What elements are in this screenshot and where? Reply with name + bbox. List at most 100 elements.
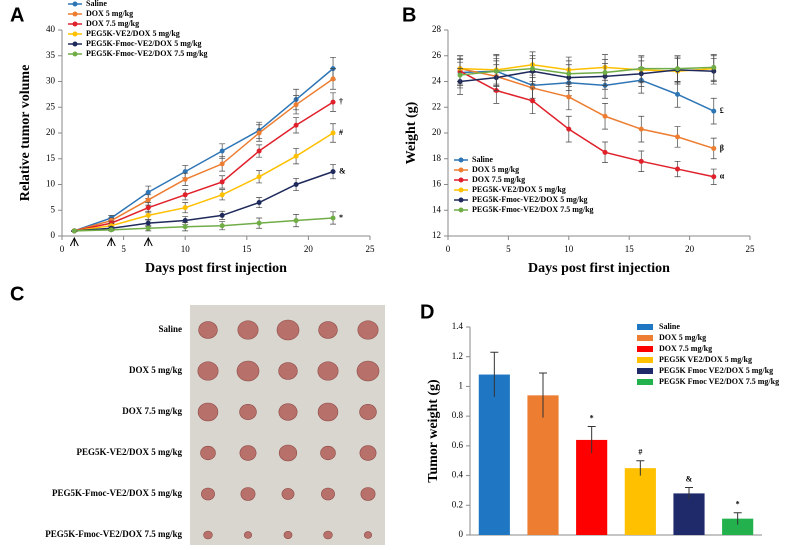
panel-letter: C <box>10 283 24 305</box>
series-line <box>460 66 714 76</box>
point <box>602 149 608 155</box>
point <box>566 71 572 77</box>
y-tick-label: 30 <box>46 76 56 86</box>
bar <box>527 395 559 535</box>
x-tick-label: 25 <box>366 244 376 254</box>
legend-marker <box>458 187 464 193</box>
y-tick-label: 12 <box>432 230 441 240</box>
legend-swatch <box>637 357 653 363</box>
legend-marker <box>72 1 78 7</box>
panel-letter: D <box>420 301 434 323</box>
x-tick-label: 20 <box>685 244 695 254</box>
legend-label: Saline <box>472 155 493 164</box>
y-tick-label: 20 <box>46 127 56 137</box>
legend-marker <box>458 197 464 203</box>
panel-letter: B <box>402 4 416 26</box>
tumor <box>357 320 379 340</box>
injection-arrow <box>69 236 79 247</box>
legend-label: PEG5K-Fmoc-VE2/DOX 5 mg/kg <box>86 39 202 48</box>
point <box>330 76 336 82</box>
series-line <box>74 132 334 232</box>
series-line <box>74 101 334 232</box>
x-axis-title: Days post first injection <box>145 261 287 276</box>
tumor <box>203 530 213 540</box>
error-bar <box>490 351 499 397</box>
series-line <box>460 70 715 112</box>
injection-arrow <box>106 236 116 247</box>
point <box>638 126 644 132</box>
row-label: DOX 7.5 mg/kg <box>122 406 182 416</box>
error-bar <box>587 426 596 454</box>
y-tick-label: 18 <box>432 153 442 163</box>
legend-swatch <box>637 346 653 352</box>
error-bar <box>636 460 645 476</box>
bar <box>673 493 705 535</box>
point <box>293 218 299 224</box>
point <box>293 102 299 108</box>
point <box>145 205 151 211</box>
y-tick-label: 40 <box>46 24 56 34</box>
tumor <box>239 445 257 461</box>
y-tick-label: 5 <box>51 204 56 214</box>
error-bar <box>539 372 547 418</box>
point <box>675 66 681 72</box>
series-line <box>459 67 714 150</box>
y-tick-label: 35 <box>46 50 56 60</box>
point <box>145 197 151 203</box>
photo <box>190 305 385 545</box>
annotation: † <box>339 97 343 106</box>
y-tick-label: 1.2 <box>452 351 463 361</box>
tumor <box>320 445 336 461</box>
point <box>145 189 151 195</box>
point <box>638 66 644 72</box>
row-label: DOX 5 mg/kg <box>129 365 183 375</box>
point <box>145 225 151 231</box>
point <box>182 205 188 211</box>
point <box>566 94 572 100</box>
y-tick-label: 28 <box>432 24 442 34</box>
x-tick-label: 25 <box>746 244 756 254</box>
point <box>711 108 717 114</box>
tumor <box>197 402 219 422</box>
point <box>711 145 717 151</box>
x-axis-title: Days post first injection <box>528 261 670 276</box>
tumor <box>197 361 219 381</box>
y-tick-label: 10 <box>46 179 56 189</box>
y-tick-label: 26 <box>432 50 442 60</box>
point <box>219 179 225 185</box>
annotation: & <box>686 474 693 483</box>
legend-marker <box>458 177 464 183</box>
y-tick-label: 16 <box>432 179 442 189</box>
injection-arrow <box>143 236 153 247</box>
error-bar <box>733 512 742 525</box>
point <box>293 182 299 187</box>
tumor <box>239 404 257 420</box>
error-bar <box>685 486 693 500</box>
point <box>256 220 262 226</box>
legend-label: Saline <box>86 0 107 8</box>
y-tick-label: 22 <box>432 101 441 111</box>
point <box>330 99 336 105</box>
annotation: β <box>720 143 724 152</box>
point <box>256 174 262 180</box>
annotation: * <box>590 413 594 422</box>
series-line <box>74 68 334 232</box>
x-tick-label: 20 <box>304 244 314 254</box>
y-tick-label: 1 <box>459 380 464 390</box>
point <box>219 161 225 167</box>
tumor <box>363 531 373 539</box>
point <box>219 192 225 198</box>
point <box>602 113 608 119</box>
point <box>256 148 262 154</box>
point <box>330 169 336 175</box>
point <box>108 227 114 233</box>
point <box>182 224 188 230</box>
point <box>145 212 151 218</box>
tumor <box>359 445 377 461</box>
y-axis-title: Relative tumor volume <box>18 65 33 202</box>
legend-label: PEG5K Fmoc VE2/DOX 7.5 mg/kg <box>659 377 779 386</box>
x-tick-label: 5 <box>121 244 126 254</box>
x-tick-label: 0 <box>60 244 65 254</box>
bar <box>722 518 754 535</box>
